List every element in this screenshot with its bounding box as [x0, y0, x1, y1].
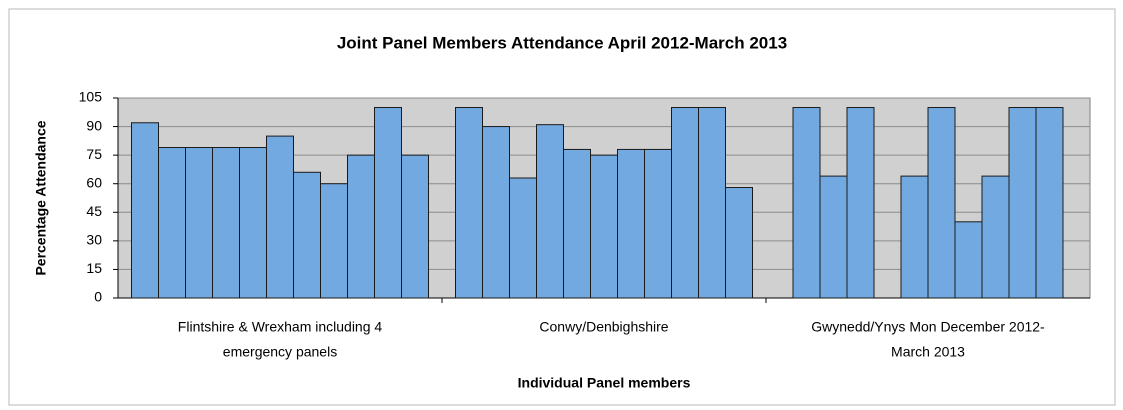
bar — [158, 147, 186, 299]
x-tick-label: Conwy/Denbighshire — [539, 319, 668, 335]
y-tick-label: 60 — [86, 174, 102, 190]
bar — [212, 147, 240, 299]
chart-title: Joint Panel Members Attendance April 201… — [337, 33, 787, 52]
y-tick-label: 30 — [86, 232, 102, 248]
y-tick-label: 75 — [86, 146, 102, 162]
y-tick-label: 105 — [79, 89, 103, 105]
bar — [698, 107, 726, 299]
bar — [509, 177, 537, 299]
bar — [900, 175, 929, 299]
bar — [320, 183, 348, 299]
bar — [846, 107, 875, 299]
bar — [401, 154, 429, 299]
x-tick-label: March 2013 — [891, 344, 965, 360]
x-tick-label: Flintshire & Wrexham including 4 — [178, 319, 383, 335]
x-axis-title: Individual Panel members — [518, 375, 691, 391]
bar — [954, 221, 983, 299]
bar — [536, 124, 564, 299]
y-axis-title: Percentage Attendance — [33, 120, 49, 275]
bar — [374, 107, 402, 299]
bar — [1035, 107, 1064, 299]
x-tick-label: emergency panels — [223, 344, 337, 360]
bar — [590, 154, 618, 299]
bar — [185, 147, 213, 299]
bar — [266, 135, 294, 299]
bar — [644, 148, 672, 299]
bar — [819, 175, 848, 299]
bar — [347, 154, 375, 299]
bar — [455, 107, 483, 299]
bar — [617, 148, 645, 299]
y-tick-label: 0 — [94, 289, 102, 305]
bar — [131, 122, 159, 299]
bar — [293, 171, 321, 299]
y-tick-label: 15 — [86, 260, 102, 276]
x-tick-label: Gwynedd/Ynys Mon December 2012- — [811, 319, 1045, 335]
bar — [725, 187, 753, 299]
y-tick-label: 90 — [86, 117, 102, 133]
bar — [792, 107, 821, 299]
bar — [239, 147, 267, 299]
bar — [927, 107, 956, 299]
bar — [671, 107, 699, 299]
bar — [1008, 107, 1037, 299]
bar — [563, 148, 591, 299]
bar — [981, 175, 1010, 299]
y-tick-label: 45 — [86, 203, 102, 219]
bar — [482, 126, 510, 299]
